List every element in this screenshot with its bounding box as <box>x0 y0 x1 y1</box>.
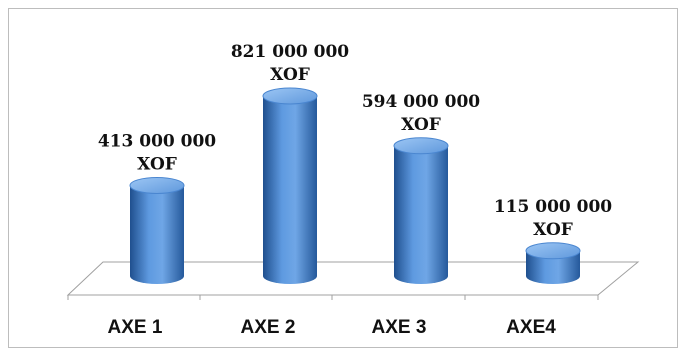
data-label-3: 594 000 000 XOF <box>362 92 480 135</box>
category-label-1: AXE 1 <box>108 317 163 338</box>
category-label-4: AXE4 <box>506 317 556 338</box>
bar-top <box>393 137 449 155</box>
chart-floor <box>66 261 640 300</box>
bar-body <box>394 145 448 284</box>
data-label-line: 413 000 000 <box>98 131 216 151</box>
bar-2 <box>262 87 318 284</box>
data-label-line: XOF <box>270 65 310 85</box>
data-label-4: 115 000 000 XOF <box>494 197 612 240</box>
data-label-line: 821 000 000 <box>231 42 349 62</box>
data-label-line: 594 000 000 <box>362 92 480 112</box>
bar-body <box>130 185 184 284</box>
bar-1 <box>129 176 185 284</box>
bar-top <box>262 87 318 105</box>
data-label-2: 821 000 000 XOF <box>231 42 349 85</box>
data-label-line: XOF <box>533 220 573 240</box>
bar-body <box>526 250 580 284</box>
bar-4 <box>525 242 581 284</box>
bar-top <box>129 176 185 194</box>
category-label-3: AXE 3 <box>372 317 427 338</box>
bars-group <box>129 87 581 284</box>
data-labels-group: 413 000 000 XOF 821 000 000 XOF 594 000 000 X… <box>98 42 612 240</box>
bar-top <box>525 242 581 260</box>
data-label-line: 115 000 000 <box>494 197 612 217</box>
bar-body <box>263 96 317 284</box>
category-label-2: AXE 2 <box>241 317 296 338</box>
data-label-1: 413 000 000 XOF <box>98 131 216 174</box>
data-label-line: XOF <box>137 154 177 174</box>
category-labels-group: AXE 1 AXE 2 AXE 3 AXE4 <box>108 317 557 338</box>
bar-3 <box>393 137 449 284</box>
data-label-line: XOF <box>401 115 441 135</box>
